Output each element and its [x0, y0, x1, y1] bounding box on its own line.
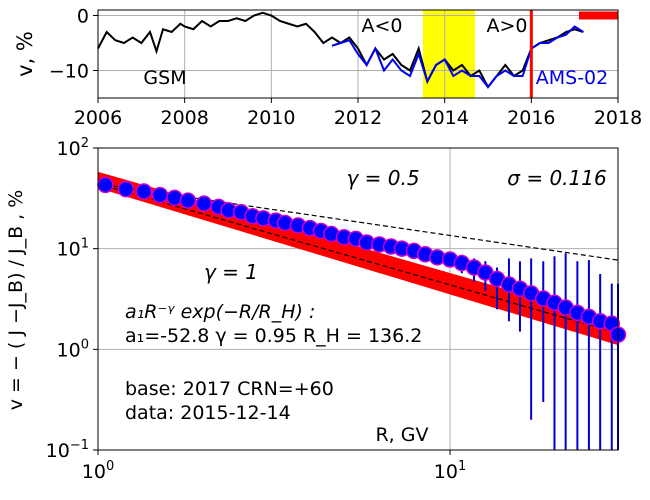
bottom-x-label: R, GV [375, 424, 428, 446]
annotation-gsm: GSM [143, 67, 186, 89]
x-tick-label: 2014 [420, 107, 468, 129]
annotation-base: base: 2017 CRN=+60 [125, 378, 334, 400]
tick-label: 101 [434, 459, 466, 483]
highlight-span [423, 10, 475, 98]
bottom-x-ticks: 100 101 [82, 450, 466, 483]
data-point [151, 186, 169, 204]
x-tick-label: 2016 [507, 107, 555, 129]
annotation-ams: AMS-02 [536, 67, 608, 89]
annotation-gamma-one: γ = 1 [204, 260, 258, 284]
annotation-params: a₁=-52.8 γ = 0.95 R_H = 136.2 [125, 325, 422, 347]
bottom-y-label: v = − ( J −J_B) / J_B , % [5, 190, 27, 411]
y-tick-label: 0 [77, 6, 89, 28]
data-point [195, 195, 213, 212]
annotation-a-pos: A>0 [486, 15, 527, 37]
y-tick-label: −10 [49, 61, 89, 83]
tick-label: 100 [82, 459, 114, 483]
annotation-a-neg: A<0 [361, 15, 402, 37]
data-point [97, 176, 114, 194]
x-tick-label: 2018 [594, 107, 642, 129]
x-tick-label: 2012 [334, 107, 382, 129]
ams-line [331, 25, 584, 89]
gsm-line [97, 11, 584, 89]
x-tick-label: 2006 [74, 107, 122, 129]
tick-label: 100 [57, 337, 89, 361]
tick-label: 102 [57, 136, 89, 160]
top-y-ticks: 0 −10 [49, 6, 98, 83]
data-point [166, 189, 183, 207]
data-point [135, 183, 153, 200]
top-x-ticks: 2006 2008 2010 2012 2014 2016 2018 [74, 98, 642, 129]
x-tick-label: 2010 [247, 107, 295, 129]
annotation-gamma-half: γ = 0.5 [346, 166, 419, 190]
bottom-frame [97, 147, 619, 451]
top-panel: 2006 2008 2010 2012 2014 2016 2018 0 −10 v, % G… [13, 6, 642, 130]
annotation-data: data: 2015-12-14 [125, 402, 291, 424]
top-y-label: v, % [13, 31, 37, 77]
data-points [97, 176, 627, 343]
x-tick-label: 2008 [160, 107, 208, 129]
tick-label: 10−1 [46, 438, 89, 462]
bottom-y-ticks: 10−1 100 101 102 [46, 136, 98, 462]
tick-label: 101 [57, 237, 89, 261]
data-point [179, 192, 197, 209]
data-point [117, 180, 135, 198]
annotation-sigma: σ = 0.116 [507, 166, 606, 190]
annotation-formula: a₁R⁻ᵞ exp(−R/R_H) : [125, 301, 315, 323]
